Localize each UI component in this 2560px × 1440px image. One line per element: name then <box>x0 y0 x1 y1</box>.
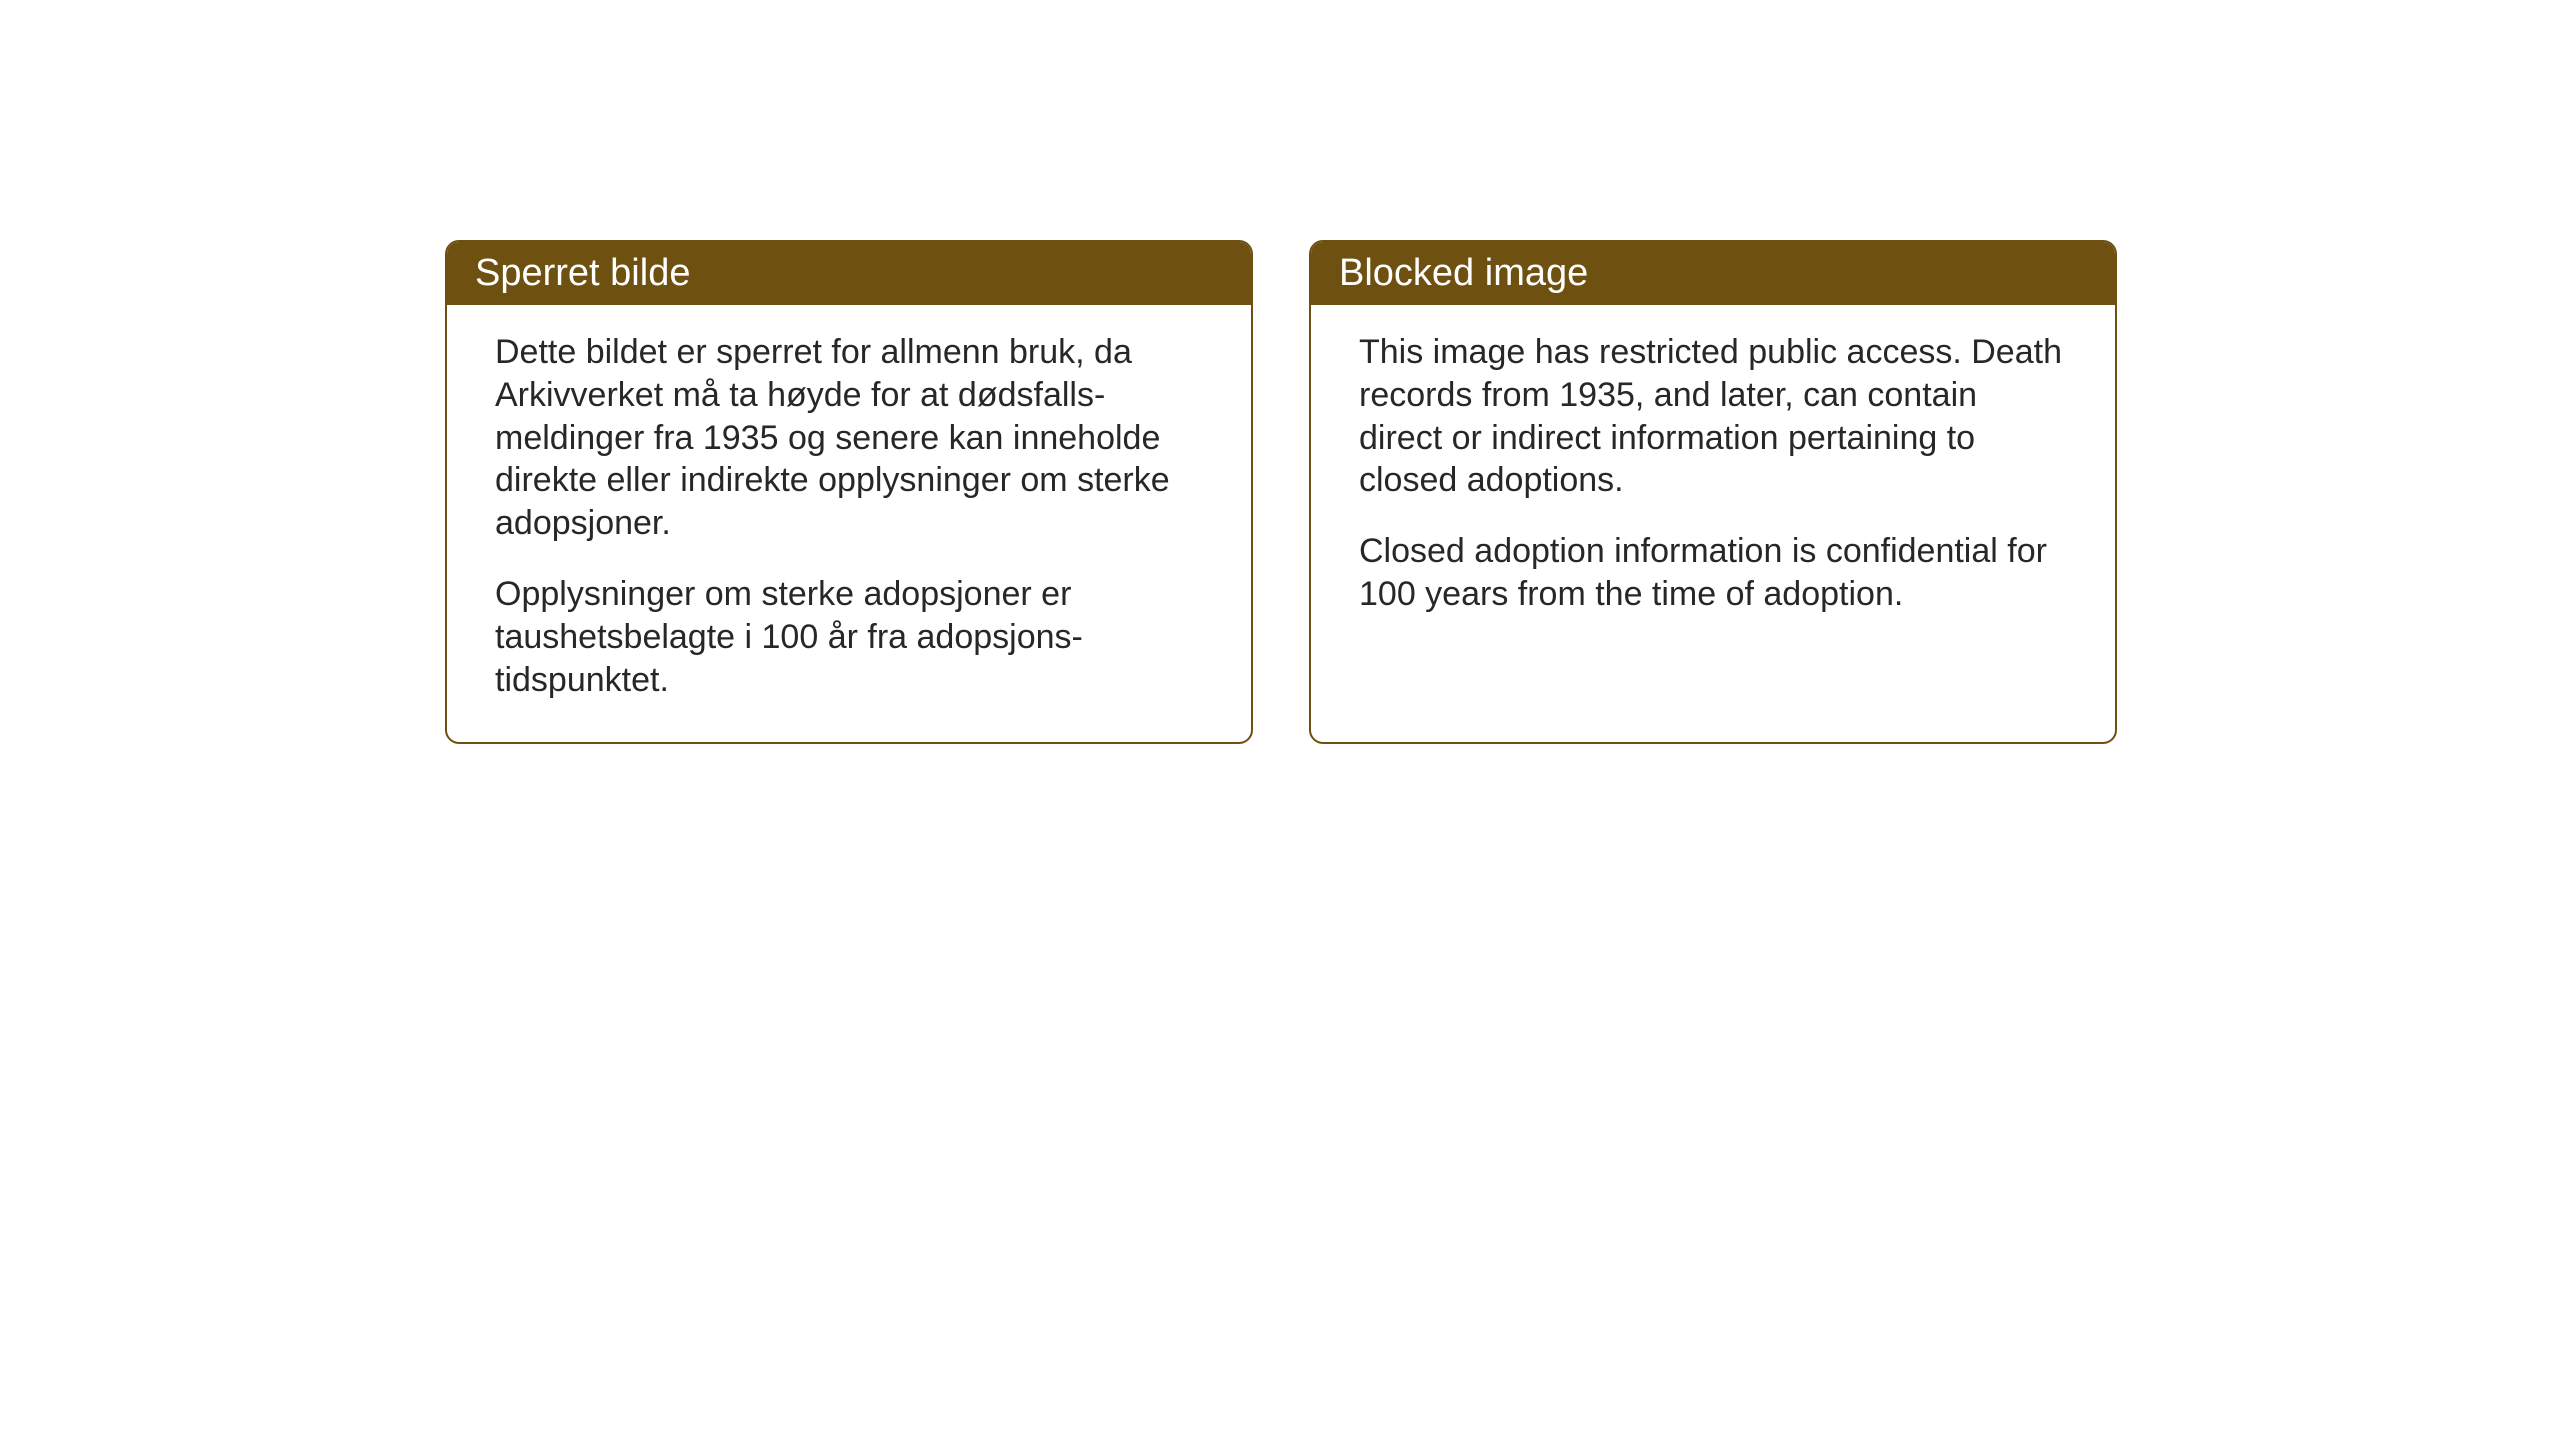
notice-panels-container: Sperret bilde Dette bildet er sperret fo… <box>445 240 2117 744</box>
panel-norwegian-title: Sperret bilde <box>475 252 690 294</box>
panel-english-header: Blocked image <box>1311 242 2115 305</box>
panel-english-paragraph-2: Closed adoption information is confident… <box>1359 530 2067 616</box>
panel-norwegian-body: Dette bildet er sperret for allmenn bruk… <box>447 305 1251 742</box>
panel-norwegian-paragraph-2: Opplysninger om sterke adopsjoner er tau… <box>495 573 1203 701</box>
panel-norwegian-paragraph-1: Dette bildet er sperret for allmenn bruk… <box>495 331 1203 545</box>
panel-english-body: This image has restricted public access.… <box>1311 305 2115 696</box>
panel-english: Blocked image This image has restricted … <box>1309 240 2117 744</box>
panel-norwegian-header: Sperret bilde <box>447 242 1251 305</box>
panel-english-paragraph-1: This image has restricted public access.… <box>1359 331 2067 502</box>
panel-english-title: Blocked image <box>1339 252 1588 294</box>
panel-norwegian: Sperret bilde Dette bildet er sperret fo… <box>445 240 1253 744</box>
